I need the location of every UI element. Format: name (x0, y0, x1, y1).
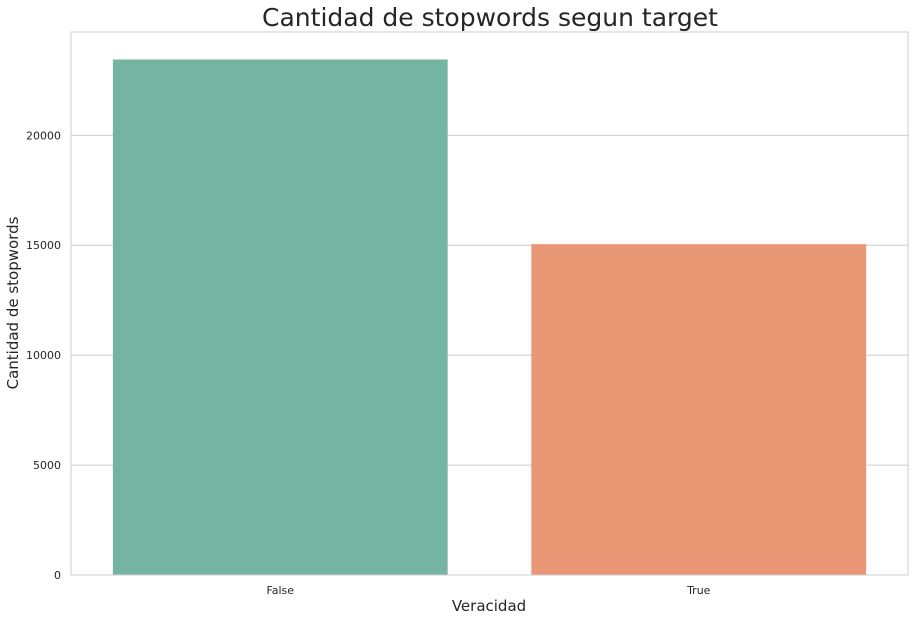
y-axis-label: Cantidad de stopwords (4, 216, 22, 389)
plot-frame (70, 31, 909, 576)
bars (112, 59, 867, 576)
y-tick-label: 15000 (26, 239, 61, 252)
x-tick-label: False (266, 584, 294, 597)
chart-title: Cantidad de stopwords segun target (262, 3, 718, 32)
x-axis-label: Veracidad (452, 597, 526, 615)
y-tick-label: 20000 (26, 129, 61, 142)
y-tick-label: 0 (54, 569, 61, 582)
bar-false (112, 59, 448, 576)
x-tick-label: True (686, 584, 711, 597)
bar-true (531, 244, 867, 575)
x-tick-labels: False True (266, 584, 710, 597)
y-tick-labels: 0 5000 10000 15000 20000 (26, 129, 61, 582)
y-tick-label: 10000 (26, 349, 61, 362)
y-tick-label: 5000 (33, 459, 61, 472)
